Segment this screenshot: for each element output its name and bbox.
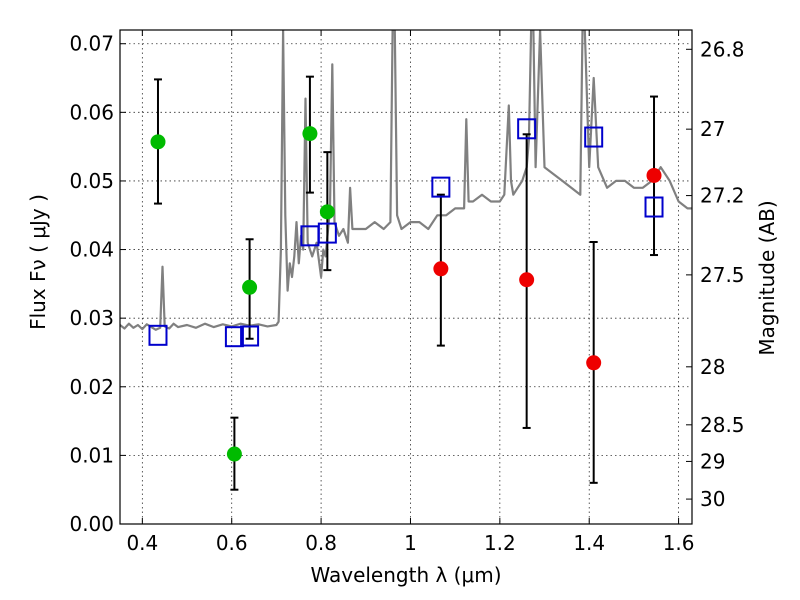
y2-tick-label: 29 [700, 449, 725, 473]
y-tick-label: 0.07 [69, 32, 114, 56]
x-axis-ticks: 0.4 0.6 0.8 1 1.2 1.4 1.6 [126, 30, 695, 555]
observed-point-circle [519, 272, 535, 288]
x-tick-label: 1 [404, 531, 417, 555]
y2-axis-ticks: 26.8 27 27.2 27.5 28 28.5 29 30 [686, 37, 745, 511]
spectrum-layer [120, 30, 692, 331]
observed-point-circle [646, 167, 662, 183]
x-axis-label: Wavelength λ (μm) [310, 563, 501, 587]
y-tick-label: 0.06 [69, 100, 114, 124]
observed-point-circle [226, 446, 242, 462]
observed-point-circle [302, 126, 318, 142]
observed-point-circle [586, 355, 602, 371]
model-point-square [240, 325, 260, 347]
marker-layer [148, 118, 664, 462]
model-spectrum-line [120, 30, 692, 331]
x-tick-label: 1.2 [484, 531, 516, 555]
y2-axis-label: Magnitude (AB) [755, 200, 779, 355]
observed-point-circle [242, 279, 258, 295]
model-point-square [148, 324, 168, 346]
y-tick-label: 0.04 [69, 238, 114, 262]
x-tick-label: 0.4 [126, 531, 158, 555]
y2-tick-label: 28.5 [700, 413, 745, 437]
y-tick-label: 0.00 [69, 512, 114, 536]
y2-tick-label: 27.2 [700, 184, 745, 208]
x-tick-label: 0.6 [216, 531, 248, 555]
observed-point-circle [433, 261, 449, 277]
y-axis-ticks: 0.00 0.01 0.02 0.03 0.04 0.05 0.06 0.07 [69, 32, 126, 536]
observed-point-circle [319, 204, 335, 220]
y-axis-label: Flux Fν ( μJy ) [26, 194, 50, 330]
y2-tick-label: 26.8 [700, 37, 745, 61]
y2-tick-label: 27 [700, 117, 725, 141]
plot-frame [119, 29, 693, 525]
observed-point-circle [150, 134, 166, 150]
y2-tick-label: 28 [700, 355, 725, 379]
model-point-square [317, 222, 337, 244]
x-tick-label: 0.8 [305, 531, 337, 555]
y-tick-label: 0.03 [69, 306, 114, 330]
x-tick-label: 1.4 [573, 531, 605, 555]
y2-tick-label: 27.5 [700, 263, 745, 287]
errorbar-layer [153, 75, 659, 491]
y-tick-label: 0.02 [69, 375, 114, 399]
y-tick-label: 0.05 [69, 169, 114, 193]
model-point-square [224, 326, 244, 348]
y2-tick-label: 30 [700, 487, 725, 511]
y-tick-label: 0.01 [69, 443, 114, 467]
model-point-square [517, 118, 537, 140]
x-tick-label: 1.6 [663, 531, 695, 555]
model-point-square [584, 126, 604, 148]
model-point-square [431, 176, 451, 198]
model-point-square [644, 196, 664, 218]
grid-layer [120, 30, 692, 524]
